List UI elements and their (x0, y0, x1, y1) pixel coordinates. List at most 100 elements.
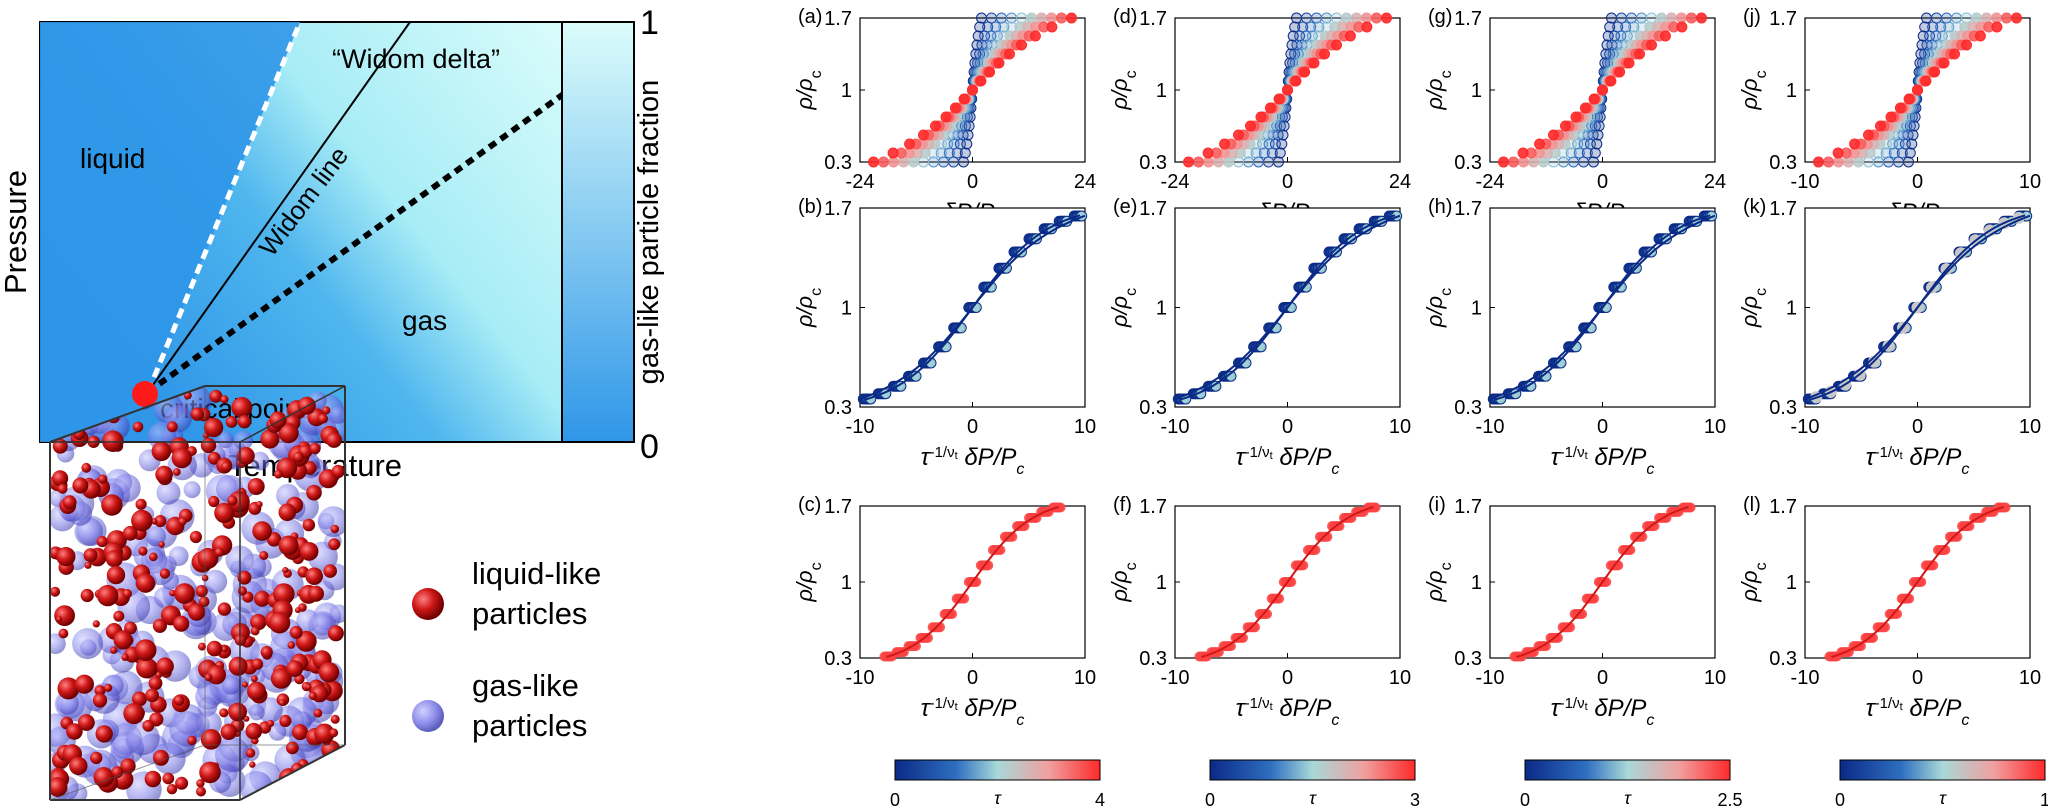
liquid-like-particle (247, 681, 266, 701)
liquid-like-particle (92, 693, 108, 708)
data-point (918, 156, 929, 168)
liquid-like-particle (323, 564, 338, 578)
tau-colorbar-max: 3 (1410, 790, 1420, 809)
data-point (1243, 156, 1254, 168)
liquid-like-particle (62, 495, 77, 510)
panel-letter: (i) (1428, 494, 1446, 516)
data-point (1620, 21, 1632, 33)
liquid-like-particle (219, 708, 229, 718)
data-point (1351, 12, 1362, 24)
gas-like-particle (317, 506, 345, 537)
data-point (1565, 147, 1577, 159)
x-tick-label: 0 (1912, 171, 1923, 193)
liquid-like-particle (74, 674, 94, 694)
data-point (1370, 502, 1381, 513)
gas-like-particle (216, 431, 234, 449)
liquid-like-particle (256, 501, 263, 508)
data-point (1253, 156, 1264, 168)
data-point (1971, 12, 1982, 24)
data-point (1903, 93, 1915, 105)
data-point (1578, 156, 1589, 168)
liquid-like-particle (328, 538, 341, 551)
y-tick-label: 1 (841, 298, 852, 320)
liquid-like-particle (318, 413, 328, 424)
data-point (1880, 147, 1892, 159)
liquid-like-particle (268, 611, 291, 634)
data-point (1868, 632, 1878, 643)
x-tick-label: -24 (846, 171, 875, 193)
x-tick-label: -10 (846, 416, 875, 438)
liquid-like-particle (221, 646, 228, 653)
panel-letter: (a) (798, 6, 822, 28)
x-tick-label: -10 (1791, 416, 1820, 438)
tau-colorbar-bar (1209, 759, 1416, 781)
liquid-like-particle (220, 723, 237, 740)
liquid-like-particle (132, 691, 147, 707)
y-tick-label: 0.3 (1769, 397, 1797, 419)
liquid-like-particle (156, 657, 174, 675)
tau-colorbar-max: 2.5 (1717, 790, 1742, 809)
data-point (1626, 12, 1637, 24)
liquid-like-particle (95, 725, 113, 743)
liquid-like-particle (237, 415, 252, 429)
data-point (2011, 12, 2022, 24)
liquid-like-particle (132, 421, 144, 433)
liquid-like-particle (308, 691, 317, 701)
y-axis-label: ρ/ρc (792, 562, 825, 602)
liquid-like-particle (169, 589, 176, 597)
x-tick-label: -10 (846, 667, 875, 689)
data-point (908, 156, 919, 168)
data-point (1949, 48, 1960, 60)
gas-like-particle (203, 569, 228, 594)
y-axis-label: ρ/ρc (1107, 288, 1140, 328)
liquid-region-shade (40, 22, 300, 442)
tau-colorbar: 0 τ 4 (890, 759, 1105, 809)
y-tick-label: 0.3 (1139, 152, 1167, 174)
data-point (887, 147, 899, 159)
data-point (1931, 12, 1942, 24)
gas-label: gas (402, 305, 447, 336)
y-tick-label: 1 (1156, 572, 1167, 594)
gas-like-particle (72, 628, 104, 660)
data-point (993, 57, 1005, 69)
data-point (1961, 12, 1972, 24)
liquid-like-particle (166, 784, 178, 795)
liquid-like-particle (294, 768, 316, 790)
fit-curve (1174, 214, 1401, 401)
tau-colorbar-min: 0 (1520, 790, 1530, 809)
liquid-like-particle (113, 630, 133, 650)
data-point (1686, 12, 1697, 24)
liquid-like-particle (237, 586, 247, 596)
fit-curve (1831, 506, 2004, 658)
liquid-like-particle (167, 421, 178, 433)
data-point (975, 75, 987, 87)
liquid-like-particle (102, 430, 124, 453)
tau-colorbar-bar (1839, 759, 2046, 781)
gas-like-particle (221, 675, 241, 695)
data-point (2001, 12, 2012, 24)
liquid-like-particle (198, 642, 206, 651)
gas-like-particle (156, 480, 181, 505)
x-axis-label: τ-1/νt δP/Pc (1551, 444, 1655, 478)
tau-colorbar: 0 τ 3 (1205, 759, 1420, 809)
data-point (986, 12, 997, 24)
data-point (1921, 12, 1932, 24)
liquid-like-particle (104, 683, 113, 693)
x-tick-label: 10 (1074, 667, 1096, 689)
liquid-like-particle (199, 761, 221, 784)
liquid-like-particle (152, 618, 167, 633)
data-point (1301, 12, 1312, 24)
data-point (1696, 12, 1707, 24)
liquid-like-particle (92, 620, 100, 628)
data-point (1974, 30, 1986, 42)
data-point (1226, 641, 1236, 652)
liquid-like-particle (228, 702, 247, 722)
liquid-like-particle (227, 495, 238, 506)
particle-legend: liquid-like particles gas-like particles (412, 556, 601, 743)
data-point (1371, 12, 1382, 24)
liquid-like-particle (93, 767, 114, 788)
data-point (1903, 156, 1914, 168)
gas-like-legend-line2: particles (472, 708, 587, 743)
liquid-like-particle (278, 535, 299, 556)
liquid-like-particle (162, 772, 175, 785)
